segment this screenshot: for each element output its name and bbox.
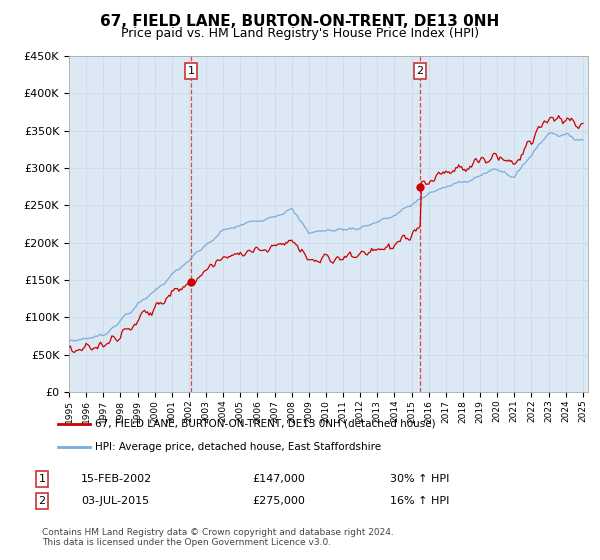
Text: 67, FIELD LANE, BURTON-ON-TRENT, DE13 0NH: 67, FIELD LANE, BURTON-ON-TRENT, DE13 0N… <box>100 14 500 29</box>
Text: 15-FEB-2002: 15-FEB-2002 <box>81 474 152 484</box>
Text: 67, FIELD LANE, BURTON-ON-TRENT, DE13 0NH (detached house): 67, FIELD LANE, BURTON-ON-TRENT, DE13 0N… <box>95 419 436 429</box>
Text: HPI: Average price, detached house, East Staffordshire: HPI: Average price, detached house, East… <box>95 442 381 452</box>
Text: Price paid vs. HM Land Registry's House Price Index (HPI): Price paid vs. HM Land Registry's House … <box>121 27 479 40</box>
Text: Contains HM Land Registry data © Crown copyright and database right 2024.
This d: Contains HM Land Registry data © Crown c… <box>42 528 394 547</box>
Text: 16% ↑ HPI: 16% ↑ HPI <box>390 496 449 506</box>
Text: £147,000: £147,000 <box>252 474 305 484</box>
Text: 1: 1 <box>38 474 46 484</box>
Text: 2: 2 <box>38 496 46 506</box>
Text: 1: 1 <box>187 66 194 76</box>
Text: 2: 2 <box>416 66 424 76</box>
Text: 03-JUL-2015: 03-JUL-2015 <box>81 496 149 506</box>
Text: £275,000: £275,000 <box>252 496 305 506</box>
Text: 30% ↑ HPI: 30% ↑ HPI <box>390 474 449 484</box>
